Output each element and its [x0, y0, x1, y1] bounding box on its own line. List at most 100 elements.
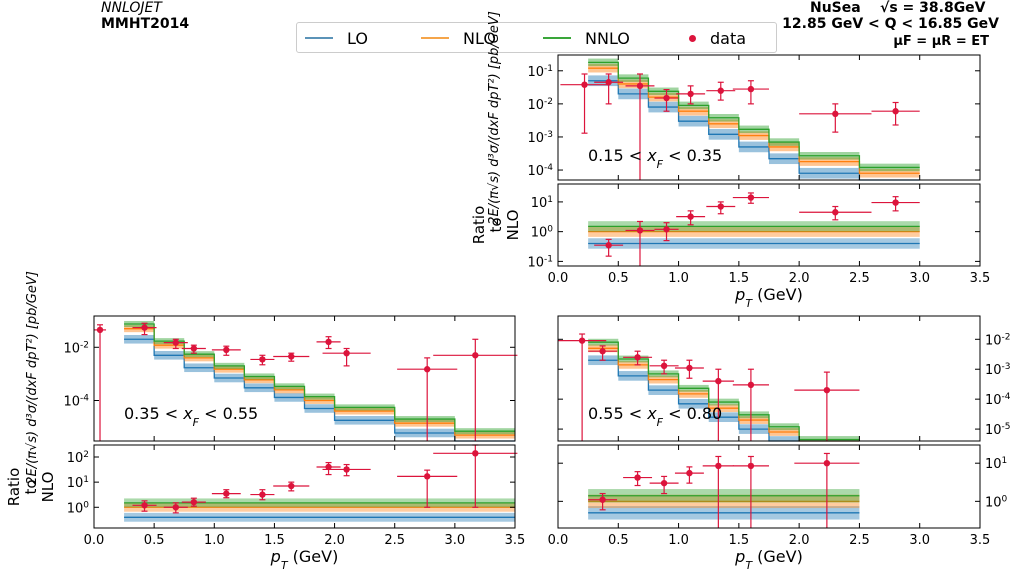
panel-1-ratio-frame [557, 183, 981, 267]
panel-2-ratio-xtick-label: 2.0 [324, 533, 345, 548]
panel-2-data-point [141, 324, 148, 331]
legend-swatch-nlo [421, 37, 449, 39]
panel-2-region-label: 0.35 < xF < 0.55 [124, 404, 258, 429]
panel-2-ratio-xtick-label: 0.5 [144, 533, 165, 548]
panel-1-data-point [832, 110, 839, 118]
panel-3-ratio-xtick-label: 2.0 [789, 533, 810, 548]
panel-2-xlabel: pT (GeV) [270, 547, 339, 569]
panel-2-ratio-xtick-label: 0.0 [84, 533, 105, 548]
panel-3-lo-band-bin [769, 436, 800, 441]
panel-3-data-point [823, 386, 831, 394]
panel-3-data-point [634, 354, 641, 361]
ratio-ylabel-bottom-text: NLO [39, 472, 57, 503]
xsec-ylabel-bottom-text: 2E/(π√s) d³σ/(dxF dpT²) [pb/GeV] [25, 271, 40, 485]
ratio-ylabel-top-text: to [487, 217, 505, 232]
panel-1-main-ytick-label: 10-1 [527, 64, 553, 80]
panel-2-data-point [288, 353, 295, 360]
panel-1-nnlo-line [588, 61, 920, 169]
panel-3-data-point [578, 337, 586, 344]
panel-2-frame [93, 315, 516, 442]
ratio-ylabel-top: Ratio to NLO [470, 206, 522, 245]
panel-3-xlabel: pT (GeV) [734, 547, 803, 569]
panel-1-data-point [605, 79, 612, 86]
panel-2-data-point [259, 356, 266, 363]
panel-3-main-ytick-label: 10-2 [985, 332, 1011, 348]
panel-1-ratio-xtick-label: 3.5 [970, 271, 991, 286]
panel-2-ratio-xtick-label: 2.5 [384, 533, 405, 548]
panel-3-main-ytick-label: 10-4 [985, 392, 1011, 408]
panel-1-ratio-xtick-label: 0.0 [548, 271, 569, 286]
legend-label-lo: LO [347, 28, 368, 48]
panel-1-ratio-ytick-label: 100 [531, 225, 554, 241]
legend-item-nnlo: NNLO [543, 28, 630, 48]
panel-1-lo-line [588, 80, 920, 181]
legend: LO NLO NNLO data [296, 22, 777, 53]
panel-3-data-point [747, 381, 755, 389]
legend-item-nlo: NLO [421, 28, 496, 48]
ratio-ylabel-bottom-text: Ratio [5, 468, 23, 507]
panel-3-ratio-xtick-label: 1.5 [729, 533, 750, 548]
xsec-ylabel-top: 2E/(π√s) d³σ/(dxF dpT²) [pb/GeV] [487, 11, 502, 225]
panel-2-main-ytick-label: 10-4 [63, 393, 89, 409]
panel-3-main-ytick-label: 10-5 [985, 422, 1011, 438]
panel-1-data-point [663, 94, 670, 102]
ratio-ylabel-bottom: Ratio to NLO [5, 468, 57, 507]
panel-2-data-point [423, 366, 431, 373]
panel-1-ratio-ytick-label: 10-1 [527, 254, 553, 270]
panel-1-data-point [747, 85, 755, 93]
panel-3-data-point [599, 348, 606, 355]
xsec-ylabel-top-text: 2E/(π√s) d³σ/(dxF dpT²) [pb/GeV] [487, 11, 502, 225]
legend-swatch-data [689, 34, 696, 42]
q-range-label: 12.85 GeV < Q < 16.85 GeV [782, 16, 999, 32]
panel-2-ratio-ytick-label: 100 [67, 500, 90, 516]
panel-2-data-point [172, 339, 179, 346]
panel-2-ratio-xtick-label: 1.0 [204, 533, 225, 548]
experiment-label: NuSea [810, 0, 861, 16]
panel-1-data-point [687, 90, 694, 98]
panel-3-data-point [715, 377, 722, 385]
panel-3-nnlo-band-bin [799, 436, 860, 441]
panel-1-data-point [717, 87, 724, 94]
panel-1-data-point [581, 81, 588, 88]
panel-2-ratio-ytick-label: 102 [67, 450, 89, 466]
panel-1-region-label: 0.15 < xF < 0.35 [588, 146, 722, 171]
panel-1-data-point [892, 108, 899, 115]
panel-1-frame [557, 54, 981, 181]
panel-2-data-point [190, 345, 198, 352]
panel-2-ratio-frame [93, 444, 516, 529]
panel-1-ratio-ytick-label: 101 [531, 195, 553, 211]
panel-3-ratio-ytick-label: 101 [985, 456, 1007, 472]
panel-3-nnlo-line [588, 341, 860, 441]
panel-1-ratio-xtick-label: 0.5 [608, 271, 629, 286]
panel-1-ratio-xtick-label: 2.5 [849, 271, 870, 286]
panel-3-frame [557, 315, 981, 442]
ratio-ylabel-top-text: NLO [504, 210, 522, 241]
ratio-ylabel-bottom-text: to [22, 479, 40, 494]
panel-3-region-label: 0.55 < xF < 0.80 [588, 404, 722, 429]
legend-swatch-lo [305, 37, 333, 39]
ratio-ylabel-top-text: Ratio [470, 206, 488, 245]
panel-3-ratio-xtick-label: 3.5 [970, 533, 991, 548]
panel-3-ratio-xtick-label: 1.0 [668, 533, 689, 548]
panel-2-data-point [223, 346, 230, 354]
legend-swatch-nnlo [543, 37, 571, 39]
xsec-ylabel-bottom: 2E/(π√s) d³σ/(dxF dpT²) [pb/GeV] [25, 271, 40, 485]
panel-3-main-ytick-label: 10-3 [985, 362, 1011, 378]
panel-2-ratio-xtick-label: 3.0 [445, 533, 466, 548]
panel-1-ratio-xtick-label: 3.0 [909, 271, 930, 286]
scale-label: μF = μR = ET [893, 34, 989, 49]
panel-1-xlabel: pT (GeV) [734, 285, 803, 310]
legend-label-nlo: NLO [463, 28, 496, 48]
legend-item-lo: LO [305, 28, 368, 48]
panel-1-ratio-xtick-label: 1.5 [729, 271, 750, 286]
panel-1-main-ytick-label: 10-3 [527, 130, 553, 146]
legend-label-nnlo: NNLO [585, 28, 630, 48]
pdf-label: MMHT2014 [101, 16, 190, 32]
panel-1-ratio-xtick-label: 1.0 [668, 271, 689, 286]
legend-item-data: data [677, 29, 746, 48]
panel-2-nnlo-line [124, 323, 515, 432]
panel-2-ratio-xtick-label: 1.5 [264, 533, 285, 548]
panel-1-data-point [636, 82, 644, 90]
sqrts-label: √s = 38.8GeV [880, 0, 986, 16]
panel-2-ratio-ytick-label: 101 [67, 475, 89, 491]
